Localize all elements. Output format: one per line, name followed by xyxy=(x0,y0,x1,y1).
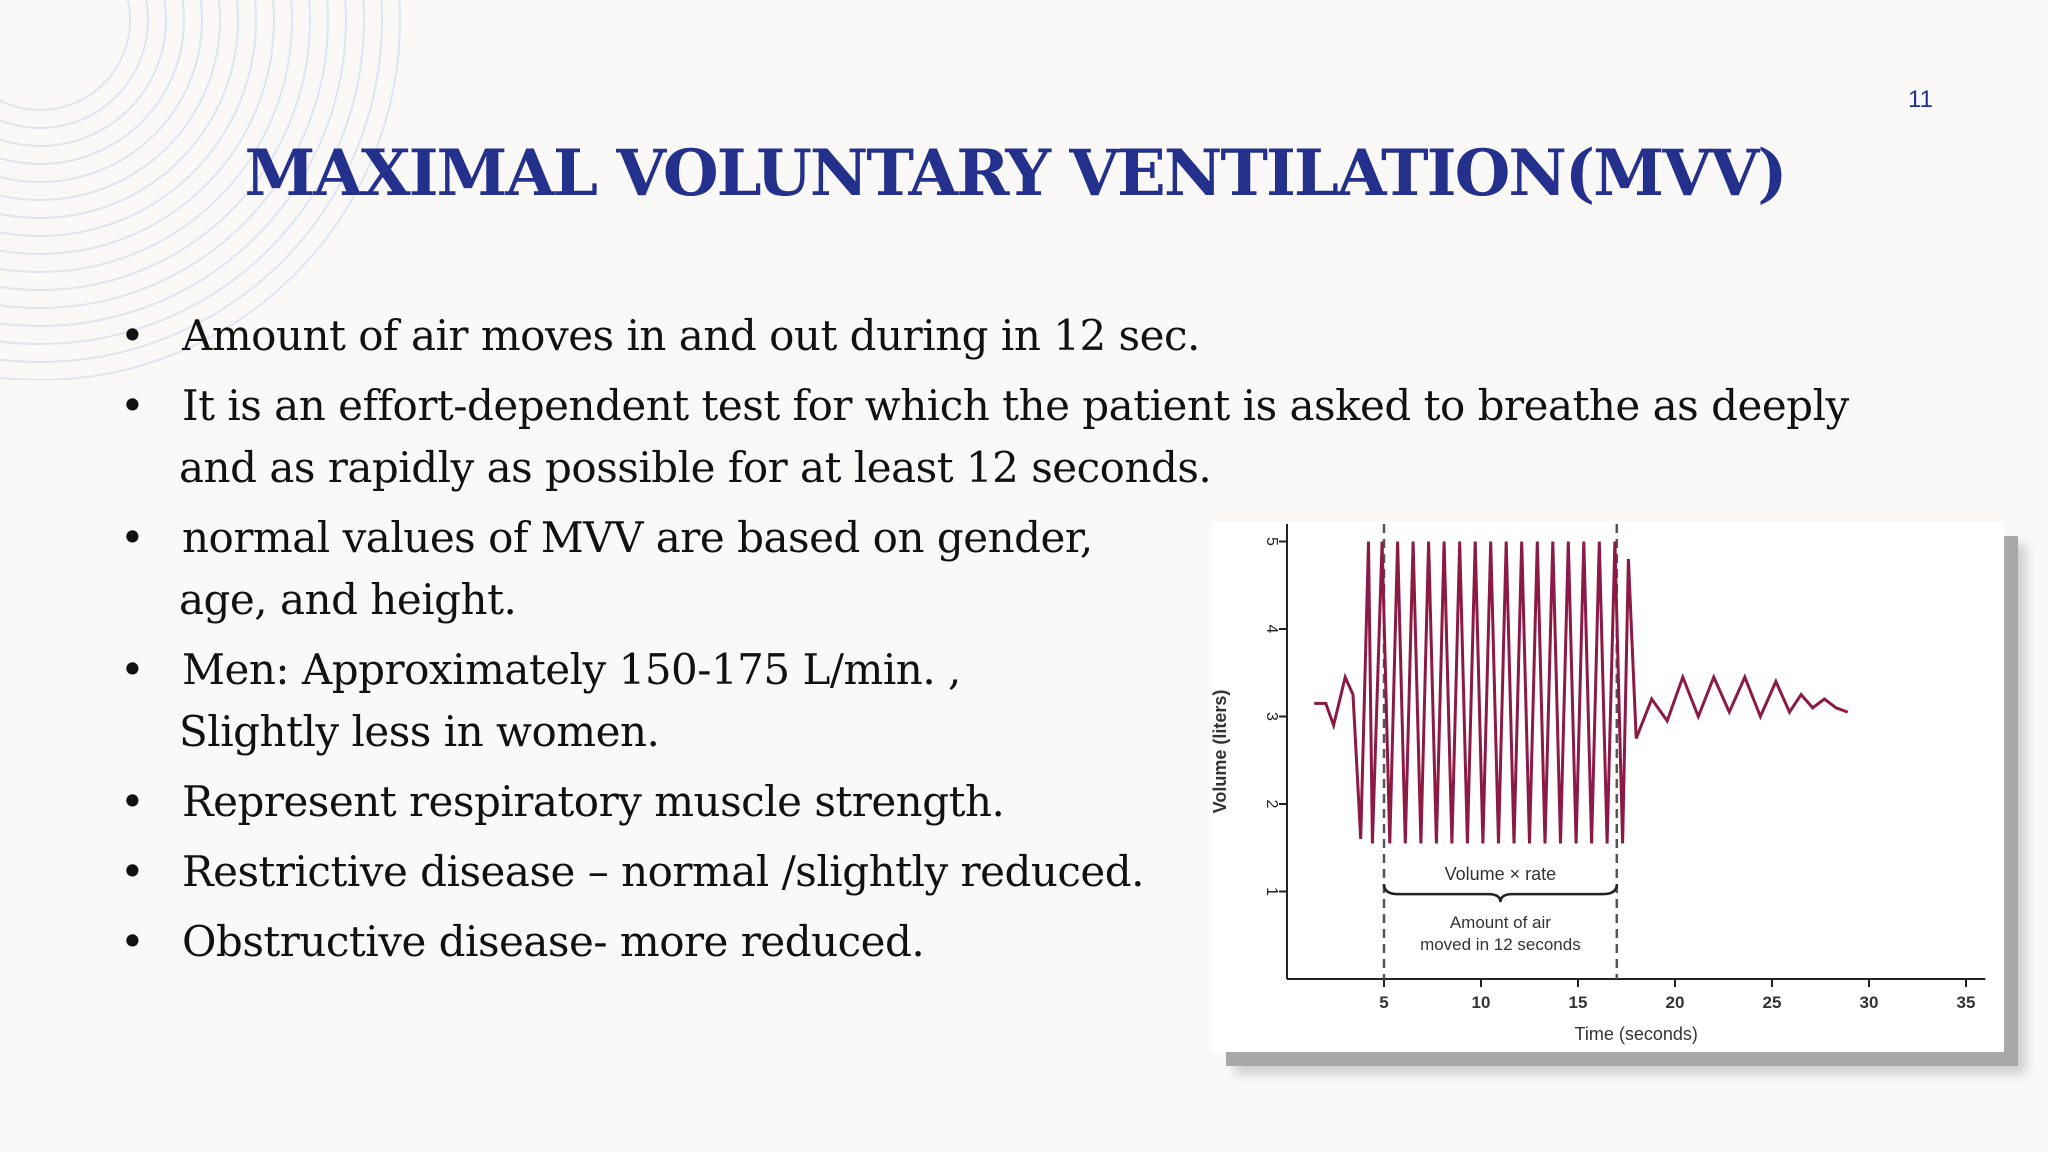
decorative-arc xyxy=(0,0,293,273)
bullet-text-line: and as rapidly as possible for at least … xyxy=(179,443,1212,492)
brace-label: Volume × rate xyxy=(1445,864,1557,884)
bullet-marker: • xyxy=(120,847,145,896)
spirogram-figure: 1 2 3 4 5 5 10 15 20 25 30 35 Time (seconds) Volume (… xyxy=(1212,522,2004,1052)
bullet-text-line: normal values of MVV are based on gender… xyxy=(182,513,1093,562)
bullet-item: • Men: Approximately 150-175 L/min. , Slig… xyxy=(120,639,1940,763)
bullet-item: • Amount of air moves in and out during i… xyxy=(120,305,1940,367)
decorative-arc xyxy=(0,0,131,111)
bullet-marker: • xyxy=(120,513,145,562)
decorative-arc xyxy=(0,0,329,309)
brace xyxy=(1382,884,1619,903)
slide-title: MAXIMAL VOLUNTARY VENTILATION(MVV) xyxy=(244,136,1787,211)
bullet-text-line: Slightly less in women. xyxy=(179,707,660,756)
bullet-item: • Represent respiratory muscle strength. xyxy=(120,771,1940,833)
bullet-text-line: Amount of air moves in and out during in… xyxy=(182,311,1200,360)
decorative-arc xyxy=(0,0,365,345)
caption-line: moved in 12 seconds xyxy=(1420,935,1581,954)
decorative-arc xyxy=(0,0,257,237)
y-tick-label: 3 xyxy=(1263,712,1280,721)
bullet-item: • It is an effort-dependent test for whic… xyxy=(120,375,1940,499)
bullet-text-line: Restrictive disease – normal /slightly r… xyxy=(182,847,1145,896)
bullet-marker: • xyxy=(120,645,145,694)
y-tick-label: 1 xyxy=(1263,887,1280,896)
bullet-text-line: It is an effort-dependent test for which… xyxy=(182,381,1849,430)
bullet-marker: • xyxy=(120,917,145,966)
decorative-arc xyxy=(0,0,203,183)
bullet-list: • Amount of air moves in and out during i… xyxy=(120,305,1940,981)
decorative-arc xyxy=(0,0,311,291)
bullet-text-line: Obstructive disease- more reduced. xyxy=(182,917,925,966)
y-axis-label: Volume (liters) xyxy=(1212,690,1230,814)
bullet-marker: • xyxy=(120,311,145,360)
x-tick-label: 5 xyxy=(1379,993,1388,1012)
decorative-arcs xyxy=(0,0,401,380)
x-tick-label: 10 xyxy=(1472,993,1491,1012)
bullet-item: • Restrictive disease – normal /slightly … xyxy=(120,841,1940,903)
decorative-arc xyxy=(0,0,167,147)
bullet-item: • Obstructive disease- more reduced. xyxy=(120,911,1940,973)
x-tick-label: 25 xyxy=(1763,993,1782,1012)
decorative-arc xyxy=(0,0,221,201)
mvv-chart: 1 2 3 4 5 5 10 15 20 25 30 35 Time (seconds) Volume (… xyxy=(1212,524,1986,1044)
decorative-arc xyxy=(0,0,239,219)
x-tick-label: 30 xyxy=(1860,993,1879,1012)
y-tick-label: 4 xyxy=(1263,625,1280,634)
x-tick-label: 15 xyxy=(1569,993,1588,1012)
caption-line: Amount of air xyxy=(1450,913,1551,932)
x-tick-label: 20 xyxy=(1666,993,1685,1012)
decorative-arc xyxy=(0,0,185,165)
bullet-marker: • xyxy=(120,381,145,430)
x-axis-label: Time (seconds) xyxy=(1575,1024,1698,1044)
decorative-arc xyxy=(0,0,149,129)
decorative-arc xyxy=(0,0,275,255)
bullet-marker: • xyxy=(120,777,145,826)
slide-number: 11 xyxy=(1908,86,1933,113)
y-tick-label: 2 xyxy=(1263,800,1280,809)
decorative-arc xyxy=(0,0,401,380)
x-tick-label: 35 xyxy=(1957,993,1976,1012)
volume-trace xyxy=(1314,541,1849,844)
bullet-text-line: Men: Approximately 150-175 L/min. , xyxy=(182,645,961,694)
bullet-text-line: age, and height. xyxy=(179,575,517,624)
bullet-item: • normal values of MVV are based on gende… xyxy=(120,507,1940,631)
decorative-arc xyxy=(0,0,347,327)
decorative-arc xyxy=(0,0,383,363)
y-tick-label: 5 xyxy=(1263,537,1280,546)
bullet-text-line: Represent respiratory muscle strength. xyxy=(182,777,1005,826)
